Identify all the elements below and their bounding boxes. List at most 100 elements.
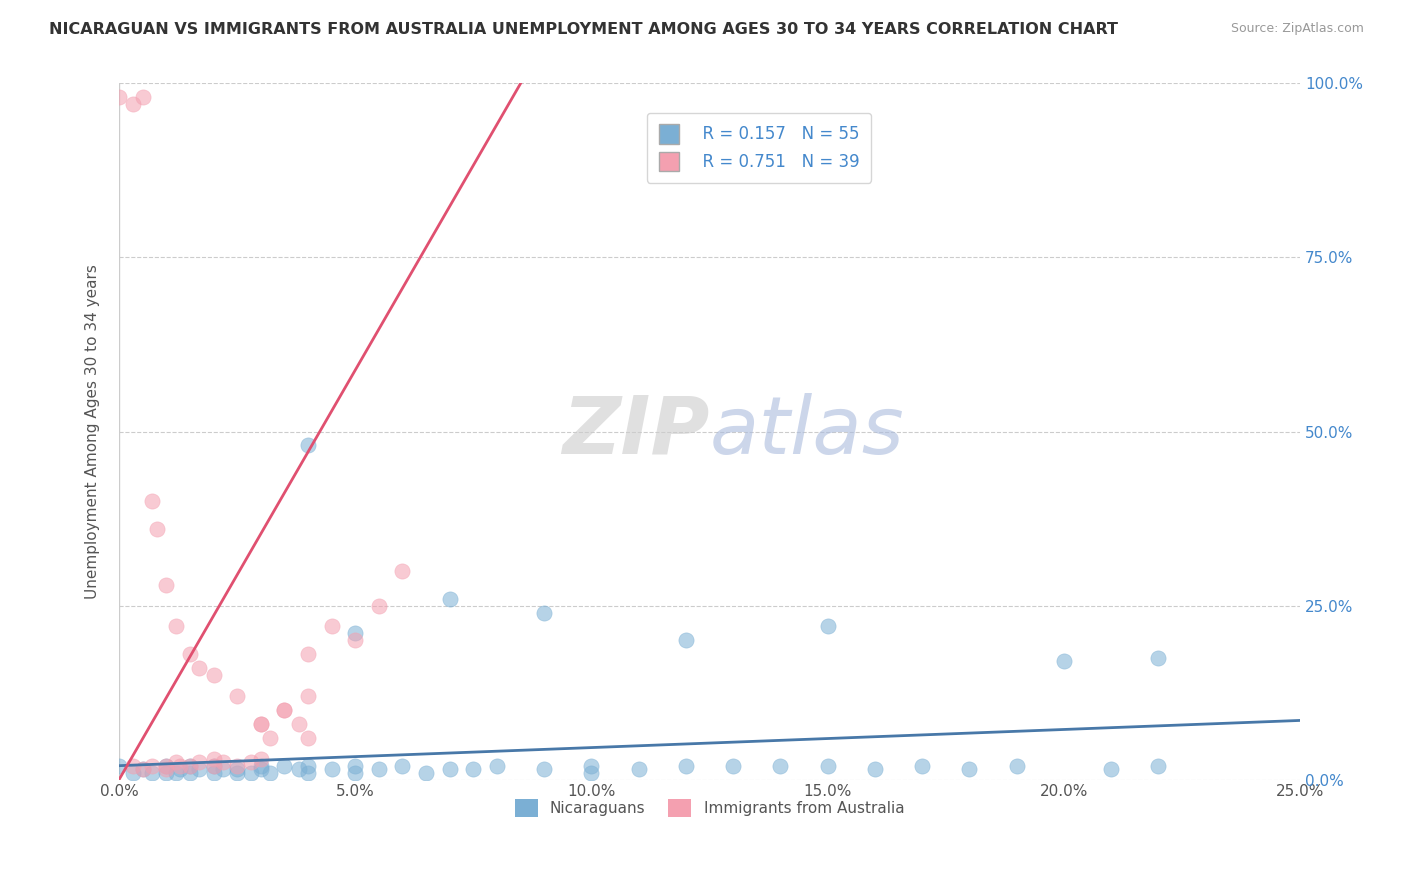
Point [1005,758,1028,772]
Point [439,762,461,776]
Point [155,765,177,780]
Point [249,752,271,766]
Text: NICARAGUAN VS IMMIGRANTS FROM AUSTRALIA UNEMPLOYMENT AMONG AGES 30 TO 34 YEARS C: NICARAGUAN VS IMMIGRANTS FROM AUSTRALIA … [49,22,1118,37]
Point [249,762,271,776]
Point [202,765,225,780]
Point [122,765,145,780]
Point [439,591,461,606]
Point [817,758,839,772]
Point [202,752,225,766]
Point [287,762,309,776]
Point [155,758,177,772]
Point [1099,762,1122,776]
Point [169,762,191,776]
Point [165,619,187,633]
Point [249,717,271,731]
Point [367,762,389,776]
Point [957,762,980,776]
Point [675,633,697,648]
Point [321,762,343,776]
Point [273,758,295,772]
Point [391,564,413,578]
Point [581,758,603,772]
Point [226,762,249,776]
Point [226,758,249,772]
Legend: Nicaraguans, Immigrants from Australia: Nicaraguans, Immigrants from Australia [508,791,912,824]
Point [212,755,235,769]
Point [155,762,177,776]
Point [141,765,163,780]
Point [249,717,271,731]
Point [1147,650,1170,665]
Point [627,762,650,776]
Point [249,758,271,772]
Point [1147,758,1170,772]
Point [212,762,235,776]
Point [297,689,319,703]
Point [297,648,319,662]
Point [1053,654,1076,668]
Point [391,758,413,772]
Point [188,755,211,769]
Text: atlas: atlas [710,392,904,470]
Point [122,97,145,112]
Point [155,577,177,591]
Text: ZIP: ZIP [562,392,710,470]
Point [344,633,367,648]
Point [817,619,839,633]
Point [297,438,319,452]
Point [179,648,201,662]
Point [533,606,555,620]
Point [108,90,131,104]
Point [581,765,603,780]
Point [863,762,886,776]
Point [141,494,163,508]
Point [485,758,508,772]
Point [297,758,319,772]
Point [141,758,163,772]
Point [131,90,153,104]
Point [146,522,169,536]
Point [721,758,744,772]
Point [344,758,367,772]
Point [273,703,295,717]
Point [240,755,263,769]
Point [131,762,153,776]
Point [165,755,187,769]
Point [188,762,211,776]
Point [169,758,191,772]
Point [226,689,249,703]
Point [155,758,177,772]
Point [415,765,437,780]
Point [675,758,697,772]
Point [273,703,295,717]
Point [240,765,263,780]
Point [367,599,389,613]
Point [179,758,201,772]
Point [533,762,555,776]
Point [287,717,309,731]
Point [259,731,281,745]
Point [165,765,187,780]
Point [911,758,934,772]
Point [202,758,225,772]
Point [179,758,201,772]
Point [131,762,153,776]
Point [202,668,225,682]
Point [226,765,249,780]
Point [122,758,145,772]
Text: Source: ZipAtlas.com: Source: ZipAtlas.com [1230,22,1364,36]
Point [108,758,131,772]
Point [344,626,367,640]
Point [463,762,485,776]
Point [188,661,211,675]
Point [769,758,792,772]
Point [344,765,367,780]
Point [321,619,343,633]
Point [202,758,225,772]
Y-axis label: Unemployment Among Ages 30 to 34 years: Unemployment Among Ages 30 to 34 years [86,264,100,599]
Point [259,765,281,780]
Point [179,765,201,780]
Point [297,731,319,745]
Point [297,765,319,780]
